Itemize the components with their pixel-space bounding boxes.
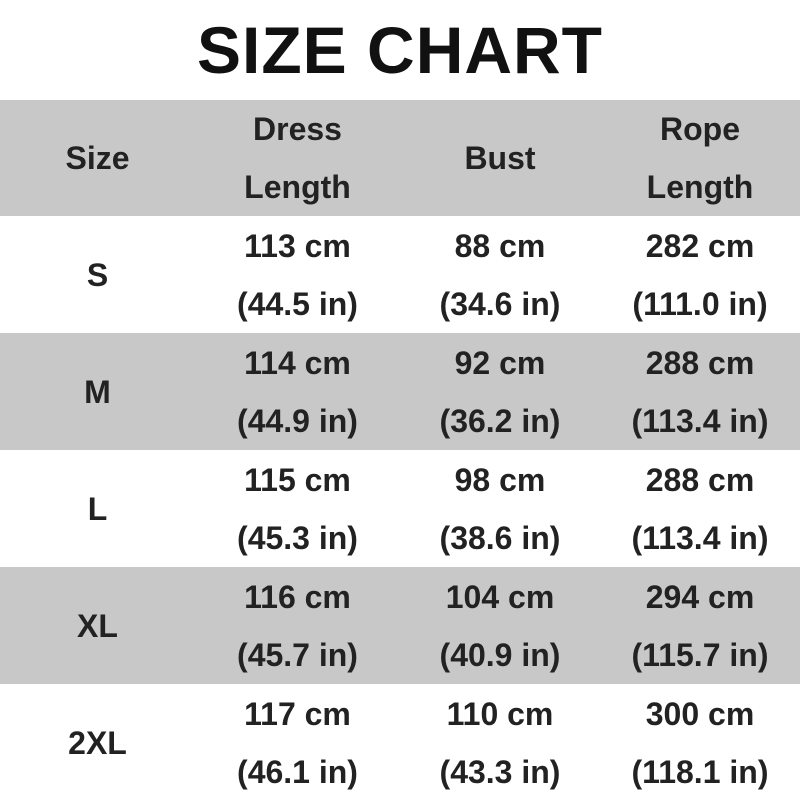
cell-rope-length-text: 288 cm bbox=[645, 344, 755, 381]
cell-rope-length-text: 282 cm bbox=[645, 227, 755, 264]
cell-bust-text: (40.9 in) bbox=[439, 636, 561, 673]
cell-bust: 88 cm (34.6 in) bbox=[400, 216, 600, 333]
cell-bust-text: 88 cm bbox=[454, 227, 546, 264]
cell-rope-length-text: 294 cm bbox=[645, 578, 755, 615]
cell-dress-length: 117 cm (46.1 in) bbox=[195, 684, 400, 801]
cell-dress-length-text: 113 cm bbox=[244, 227, 351, 264]
cell-size-text: 2XL bbox=[68, 724, 127, 761]
cell-rope-length-text: 300 cm bbox=[645, 695, 755, 732]
cell-bust-text: (43.3 in) bbox=[439, 753, 561, 790]
cell-dress-length: 114 cm (44.9 in) bbox=[195, 333, 400, 450]
cell-rope-length: 282 cm (111.0 in) bbox=[600, 216, 800, 333]
cell-bust-text: (34.6 in) bbox=[439, 285, 561, 322]
cell-size: XL bbox=[0, 567, 195, 684]
table-row: 2XL 117 cm (46.1 in) 110 cm (43.3 in) 300 cm (… bbox=[0, 684, 800, 801]
cell-rope-length: 288 cm (113.4 in) bbox=[600, 450, 800, 567]
cell-dress-length-text: (44.5 in) bbox=[237, 285, 358, 322]
header-text: Bust bbox=[464, 140, 536, 176]
cell-bust: 110 cm (43.3 in) bbox=[400, 684, 600, 801]
cell-rope-length-text: (115.7 in) bbox=[631, 636, 769, 673]
header-text: Length bbox=[244, 169, 351, 205]
cell-dress-length-text: 114 cm bbox=[244, 344, 351, 381]
table-row: XL 116 cm (45.7 in) 104 cm (40.9 in) 294 cm (1… bbox=[0, 567, 800, 684]
header-text: Size bbox=[65, 140, 130, 176]
cell-bust-text: 92 cm bbox=[454, 344, 546, 381]
table-row: M 114 cm (44.9 in) 92 cm (36.2 in) 288 cm (113… bbox=[0, 333, 800, 450]
header-size: Size bbox=[0, 100, 195, 216]
cell-bust: 92 cm (36.2 in) bbox=[400, 333, 600, 450]
header-rope-length: Rope Length bbox=[600, 100, 800, 216]
cell-bust: 104 cm (40.9 in) bbox=[400, 567, 600, 684]
cell-dress-length: 115 cm (45.3 in) bbox=[195, 450, 400, 567]
cell-size: M bbox=[0, 333, 195, 450]
header-row: Size Dress Length Bust Rope Length bbox=[0, 100, 800, 216]
cell-dress-length: 113 cm (44.5 in) bbox=[195, 216, 400, 333]
cell-rope-length-text: (118.1 in) bbox=[631, 753, 769, 790]
cell-dress-length-text: (46.1 in) bbox=[237, 753, 358, 790]
size-table: Size Dress Length Bust Rope Length S 113 cm… bbox=[0, 100, 800, 801]
cell-bust-text: 98 cm bbox=[454, 461, 546, 498]
cell-rope-length: 294 cm (115.7 in) bbox=[600, 567, 800, 684]
cell-dress-length-text: 116 cm bbox=[244, 578, 351, 615]
cell-dress-length-text: 115 cm bbox=[244, 461, 351, 498]
cell-size-text: XL bbox=[77, 607, 118, 644]
cell-bust-text: (36.2 in) bbox=[439, 402, 561, 439]
cell-size-text: L bbox=[87, 490, 108, 527]
cell-dress-length-text: (45.7 in) bbox=[237, 636, 358, 673]
cell-bust-text: (38.6 in) bbox=[439, 519, 561, 556]
chart-title: SIZE CHART bbox=[197, 13, 603, 87]
cell-bust-text: 104 cm bbox=[445, 578, 555, 615]
table-row: S 113 cm (44.5 in) 88 cm (34.6 in) 282 cm (111… bbox=[0, 216, 800, 333]
cell-bust: 98 cm (38.6 in) bbox=[400, 450, 600, 567]
cell-bust-text: 110 cm bbox=[446, 695, 554, 732]
cell-dress-length: 116 cm (45.7 in) bbox=[195, 567, 400, 684]
cell-rope-length-text: (113.4 in) bbox=[631, 402, 769, 439]
cell-size-text: M bbox=[84, 373, 111, 410]
cell-size: L bbox=[0, 450, 195, 567]
table-row: L 115 cm (45.3 in) 98 cm (38.6 in) 288 cm (113… bbox=[0, 450, 800, 567]
header-text: Length bbox=[646, 169, 754, 205]
cell-rope-length: 300 cm (118.1 in) bbox=[600, 684, 800, 801]
cell-rope-length: 288 cm (113.4 in) bbox=[600, 333, 800, 450]
cell-dress-length-text: (44.9 in) bbox=[237, 402, 358, 439]
header-text: Rope bbox=[660, 111, 740, 147]
header-bust: Bust bbox=[400, 100, 600, 216]
header-text: Dress bbox=[253, 111, 342, 147]
cell-rope-length-text: (113.4 in) bbox=[631, 519, 769, 556]
cell-dress-length-text: 117 cm bbox=[244, 695, 351, 732]
cell-rope-length-text: (111.0 in) bbox=[632, 285, 768, 322]
cell-size-text: S bbox=[86, 256, 109, 293]
header-dress-length: Dress Length bbox=[195, 100, 400, 216]
cell-size: 2XL bbox=[0, 684, 195, 801]
cell-dress-length-text: (45.3 in) bbox=[237, 519, 358, 556]
cell-size: S bbox=[0, 216, 195, 333]
cell-rope-length-text: 288 cm bbox=[645, 461, 755, 498]
